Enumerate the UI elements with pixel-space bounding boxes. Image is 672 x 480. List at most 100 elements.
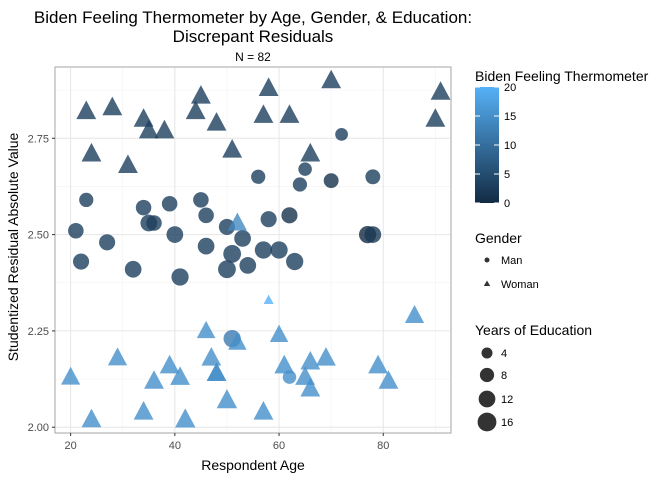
data-point-man xyxy=(99,234,116,251)
data-point-man xyxy=(281,207,298,224)
data-point-woman xyxy=(300,377,321,397)
colorbar-tick-label: 0 xyxy=(504,198,510,210)
data-point-woman xyxy=(154,119,175,139)
size-legend-title: Years of Education xyxy=(475,322,592,338)
colorbar-tick-label: 15 xyxy=(504,111,516,123)
y-tick-label: 2.75 xyxy=(28,133,49,145)
data-point-man xyxy=(286,252,304,271)
data-point-woman xyxy=(138,119,159,139)
data-point-woman xyxy=(206,112,227,131)
data-point-man xyxy=(171,268,189,286)
data-point-man xyxy=(161,196,178,212)
panel-border xyxy=(54,66,452,434)
data-point-man xyxy=(218,260,236,279)
x-tick-label: 40 xyxy=(169,440,181,452)
data-point-man xyxy=(193,192,209,208)
shape-legend-key-triangle xyxy=(483,280,491,286)
data-point-woman xyxy=(227,212,247,231)
data-point-man xyxy=(218,218,236,235)
data-point-man xyxy=(254,241,273,259)
data-point-man xyxy=(72,253,90,270)
data-point-woman xyxy=(170,366,190,385)
y-tick-label: 2.25 xyxy=(28,326,49,338)
data-point-woman xyxy=(133,401,154,420)
size-legend-label: 8 xyxy=(501,370,507,382)
plot-panel xyxy=(54,66,452,434)
data-point-woman xyxy=(269,324,289,343)
data-points xyxy=(61,69,451,428)
data-point-woman xyxy=(300,350,321,370)
data-point-man xyxy=(135,199,152,216)
data-point-man xyxy=(166,226,184,243)
data-point-woman xyxy=(228,332,247,350)
data-point-woman xyxy=(175,408,196,428)
size-legend-label: 4 xyxy=(501,348,507,360)
data-point-man xyxy=(239,257,257,274)
grid-lines xyxy=(55,67,451,433)
data-point-man xyxy=(68,222,84,239)
chart-title-line-2: Discrepant Residuals xyxy=(173,27,334,46)
data-point-woman xyxy=(81,408,102,428)
chart-title-line-1: Biden Feeling Thermometer by Age, Gender… xyxy=(34,8,472,27)
colorbar-ticks: 0 5 10 15 20 xyxy=(475,82,516,210)
data-point-woman xyxy=(378,370,399,389)
data-point-woman xyxy=(263,294,274,305)
size-legend-key xyxy=(478,390,496,408)
data-point-woman xyxy=(425,108,446,127)
size-legend-key xyxy=(481,347,493,359)
data-point-woman xyxy=(118,154,138,174)
data-point-man xyxy=(223,244,242,263)
data-point-man xyxy=(124,260,142,278)
y-axis-ticks: 2.00 2.25 2.50 2.75 xyxy=(28,133,55,434)
data-point-woman xyxy=(185,100,206,120)
colorbar-tick-label: 5 xyxy=(504,169,510,181)
color-legend: Biden Feeling Thermometer 0 5 10 15 20 xyxy=(475,68,649,210)
data-point-man xyxy=(292,177,308,192)
x-axis-title: Respondent Age xyxy=(201,457,305,473)
data-point-woman xyxy=(253,401,274,420)
shape-legend-label-woman: Woman xyxy=(501,279,539,291)
data-point-man xyxy=(234,230,251,247)
data-point-woman xyxy=(300,142,321,162)
shape-legend-label-man: Man xyxy=(501,255,522,267)
data-point-woman xyxy=(404,305,425,324)
data-point-woman xyxy=(102,96,123,116)
shape-legend-title: Gender xyxy=(475,230,522,246)
data-point-woman xyxy=(216,389,238,409)
data-point-man xyxy=(364,226,382,243)
data-point-man xyxy=(146,215,162,231)
data-point-man xyxy=(365,169,381,185)
shape-legend-key-circle xyxy=(484,257,490,263)
y-tick-label: 2.00 xyxy=(28,422,49,434)
size-legend-key xyxy=(477,412,497,432)
data-point-woman xyxy=(253,104,274,123)
data-point-man xyxy=(270,241,288,259)
data-point-woman xyxy=(316,347,336,366)
data-point-man xyxy=(282,370,297,384)
x-axis-ticks: 20 40 60 80 xyxy=(65,433,389,452)
chart-subtitle: N = 82 xyxy=(235,50,271,64)
data-point-man xyxy=(197,237,215,255)
y-axis-title: Studentized Residual Absolute Value xyxy=(5,133,21,362)
data-point-man xyxy=(335,128,348,141)
data-point-woman xyxy=(61,366,81,385)
data-point-woman xyxy=(107,347,128,366)
data-point-woman xyxy=(279,104,300,123)
x-tick-label: 20 xyxy=(65,440,77,452)
x-tick-label: 80 xyxy=(377,440,389,452)
size-legend-key xyxy=(479,367,495,383)
data-point-man xyxy=(260,211,277,228)
data-point-woman xyxy=(274,354,295,374)
data-point-man xyxy=(251,169,266,184)
data-point-man xyxy=(298,162,312,176)
legend: Biden Feeling Thermometer 0 5 10 15 20 Gende… xyxy=(475,68,649,432)
color-legend-title: Biden Feeling Thermometer xyxy=(475,68,649,84)
colorbar-tick-label: 20 xyxy=(504,82,516,94)
colorbar-tick-label: 10 xyxy=(504,140,516,152)
size-legend-label: 16 xyxy=(501,417,513,429)
size-legend-label: 12 xyxy=(501,394,513,406)
data-point-woman xyxy=(144,370,164,389)
data-point-man xyxy=(198,207,214,224)
data-point-man xyxy=(79,192,94,208)
